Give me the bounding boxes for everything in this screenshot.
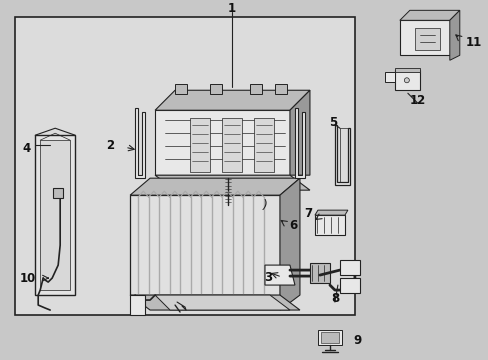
Polygon shape — [314, 210, 347, 215]
Polygon shape — [280, 178, 299, 310]
Polygon shape — [320, 332, 338, 343]
Polygon shape — [249, 84, 262, 94]
Polygon shape — [264, 265, 294, 285]
Polygon shape — [135, 108, 145, 178]
Polygon shape — [339, 278, 359, 293]
Bar — [15, 17, 354, 315]
Ellipse shape — [404, 78, 408, 83]
Polygon shape — [317, 330, 341, 345]
Polygon shape — [190, 118, 210, 172]
Text: 3: 3 — [264, 271, 271, 284]
Text: 2: 2 — [106, 139, 114, 152]
Polygon shape — [399, 10, 459, 20]
Polygon shape — [294, 108, 305, 178]
Text: 4: 4 — [22, 142, 30, 155]
Polygon shape — [53, 188, 63, 198]
Polygon shape — [414, 28, 439, 50]
Polygon shape — [399, 20, 449, 55]
Polygon shape — [130, 295, 145, 315]
Polygon shape — [274, 84, 286, 94]
Text: 1: 1 — [227, 2, 236, 15]
Text: 8: 8 — [330, 292, 338, 305]
Polygon shape — [314, 215, 344, 235]
Polygon shape — [384, 72, 394, 82]
Polygon shape — [394, 68, 419, 72]
Text: ): ) — [262, 199, 267, 212]
Text: 11: 11 — [465, 36, 481, 49]
Text: 5: 5 — [328, 116, 336, 129]
Text: 12: 12 — [409, 94, 425, 107]
Text: 9: 9 — [353, 333, 361, 347]
Polygon shape — [339, 260, 359, 275]
Polygon shape — [130, 195, 280, 295]
Polygon shape — [155, 175, 309, 190]
Polygon shape — [35, 135, 75, 295]
Polygon shape — [210, 84, 222, 94]
Text: 7: 7 — [303, 207, 311, 220]
Polygon shape — [334, 125, 349, 185]
Polygon shape — [40, 140, 70, 290]
Polygon shape — [394, 70, 419, 90]
Polygon shape — [289, 90, 309, 175]
Polygon shape — [253, 118, 273, 172]
Text: 10: 10 — [20, 271, 36, 284]
Polygon shape — [449, 10, 459, 60]
Polygon shape — [130, 295, 299, 310]
Polygon shape — [155, 90, 309, 110]
Polygon shape — [130, 178, 299, 195]
Text: 6: 6 — [288, 219, 297, 231]
Polygon shape — [155, 110, 289, 175]
Polygon shape — [309, 263, 329, 283]
Polygon shape — [155, 295, 289, 310]
Polygon shape — [222, 118, 242, 172]
Polygon shape — [175, 84, 187, 94]
